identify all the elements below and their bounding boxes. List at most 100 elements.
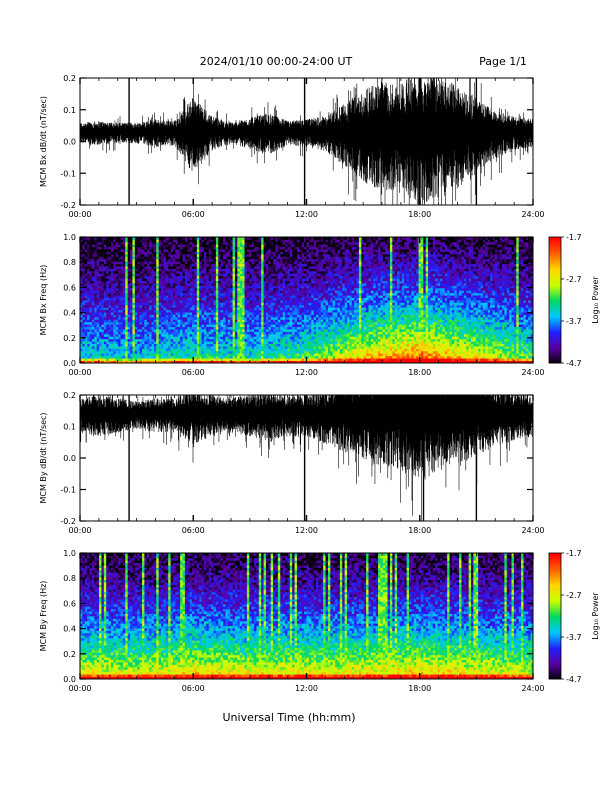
spectrogram-cell	[115, 253, 119, 257]
spectrogram-cell	[108, 326, 112, 330]
spectrogram-cell	[177, 302, 181, 306]
spectrogram-cell	[220, 326, 224, 330]
spectrogram-cell	[223, 321, 226, 325]
spectrogram-cell	[137, 329, 140, 332]
spectrogram-cell	[254, 290, 257, 294]
spectrogram-cell	[182, 350, 186, 354]
spectrogram-cell	[180, 321, 183, 325]
spectrogram-cell	[256, 258, 260, 262]
spectrogram-cell	[213, 253, 217, 257]
spectrogram-cell	[144, 295, 148, 298]
spectrogram-cell	[242, 346, 245, 349]
spectrogram-cell	[304, 297, 307, 301]
spectrogram-cell	[134, 326, 138, 330]
spectrogram-cell	[115, 256, 119, 260]
spectrogram-cell	[208, 237, 212, 240]
spectrogram-cell	[103, 321, 107, 325]
spectrogram-cell	[130, 333, 133, 337]
spectrogram-cell	[99, 285, 102, 289]
spectrogram-cell	[115, 331, 119, 335]
spectrogram-cell	[139, 297, 143, 301]
spectrogram-cell	[82, 353, 86, 357]
spectrogram-cell	[201, 292, 205, 296]
spectrogram-cell	[137, 275, 140, 279]
spectrogram-cell	[108, 316, 112, 320]
spectrogram-cell	[180, 263, 183, 267]
spectrogram-cell	[201, 246, 205, 250]
spectrogram-cell	[237, 261, 241, 265]
spectrogram-cell	[282, 297, 286, 301]
spectrogram-cell	[106, 346, 110, 349]
spectrogram-cell	[99, 292, 102, 296]
spectrogram-cell	[103, 360, 107, 364]
spectrogram-cell	[82, 307, 86, 311]
spectrogram-cell	[261, 256, 264, 260]
spectrogram-cell	[201, 270, 205, 274]
spectrogram-cell	[87, 355, 90, 359]
spectrogram-cell	[110, 241, 114, 245]
spectrogram-cell	[225, 331, 229, 335]
spectrogram-cell	[277, 360, 281, 364]
spectrogram-cell	[115, 355, 119, 359]
spectrogram-cell	[130, 307, 133, 311]
spectrogram-cell	[206, 346, 210, 349]
spectrogram-cell	[254, 319, 257, 323]
spectrogram-cell	[258, 346, 262, 349]
spectrogram-cell	[189, 329, 193, 332]
spectrogram-cell	[299, 309, 303, 313]
spectrogram-cell	[96, 244, 100, 248]
spectrogram-cell	[242, 309, 245, 313]
spectrogram-cell	[208, 355, 212, 359]
spectrogram-cell	[165, 287, 169, 291]
spectrogram-cell	[144, 241, 148, 245]
spectrogram-cell	[89, 241, 93, 245]
spectrogram-cell	[215, 346, 219, 349]
spectrogram-cell	[270, 307, 274, 311]
spectrogram-cell	[203, 295, 207, 298]
spectrogram-cell	[285, 292, 288, 296]
spectrogram-cell	[213, 304, 217, 308]
spectrogram-cell	[289, 273, 293, 277]
spectrogram-cell	[261, 304, 264, 308]
spectrogram-cell	[225, 358, 229, 361]
spectrogram-cell	[127, 253, 131, 257]
spectrogram-cell	[201, 237, 205, 240]
spectrogram-cell	[101, 270, 105, 274]
spectrogram-cell	[218, 329, 222, 332]
spectrogram-cell	[196, 251, 200, 255]
spectrogram-cell	[130, 283, 133, 286]
spectrogram-cell	[180, 302, 183, 306]
spectrogram-cell	[237, 307, 241, 311]
spectrogram-cell	[144, 244, 148, 248]
spectrogram-cell	[296, 241, 300, 245]
spectrogram-cell	[263, 353, 267, 357]
spectrogram-cell	[134, 249, 138, 252]
spectrogram-cell	[304, 343, 307, 347]
spectrogram-cell	[249, 251, 253, 255]
spectrogram-cell	[223, 309, 226, 313]
spectrogram-cell	[120, 341, 124, 345]
spectrogram-cell	[251, 360, 255, 364]
spectrogram-cell	[213, 326, 217, 330]
spectrogram-cell	[132, 336, 136, 340]
spectrogram-cell	[125, 353, 129, 357]
spectrogram-cell	[218, 246, 222, 250]
spectrogram-cell	[182, 300, 186, 303]
spectrogram-cell	[292, 287, 295, 291]
spectrogram-cell	[118, 316, 121, 320]
spectrogram-cell	[106, 336, 110, 340]
spectrogram-cell	[232, 285, 236, 289]
spectrogram-cell	[153, 333, 157, 337]
spectrogram-cell	[108, 273, 112, 277]
spectrogram-cell	[249, 239, 253, 243]
spectrogram-cell	[263, 278, 267, 282]
spectrogram-cell	[192, 336, 195, 340]
spectrogram-cell	[192, 275, 195, 279]
spectrogram-cell	[151, 258, 155, 262]
spectrogram-cell	[208, 290, 212, 294]
spectrogram-cell	[158, 348, 162, 352]
spectrogram-cell	[139, 237, 143, 240]
spectrogram-cell	[218, 319, 222, 323]
spectrogram-cell	[110, 360, 114, 364]
spectrogram-cell	[203, 256, 207, 260]
